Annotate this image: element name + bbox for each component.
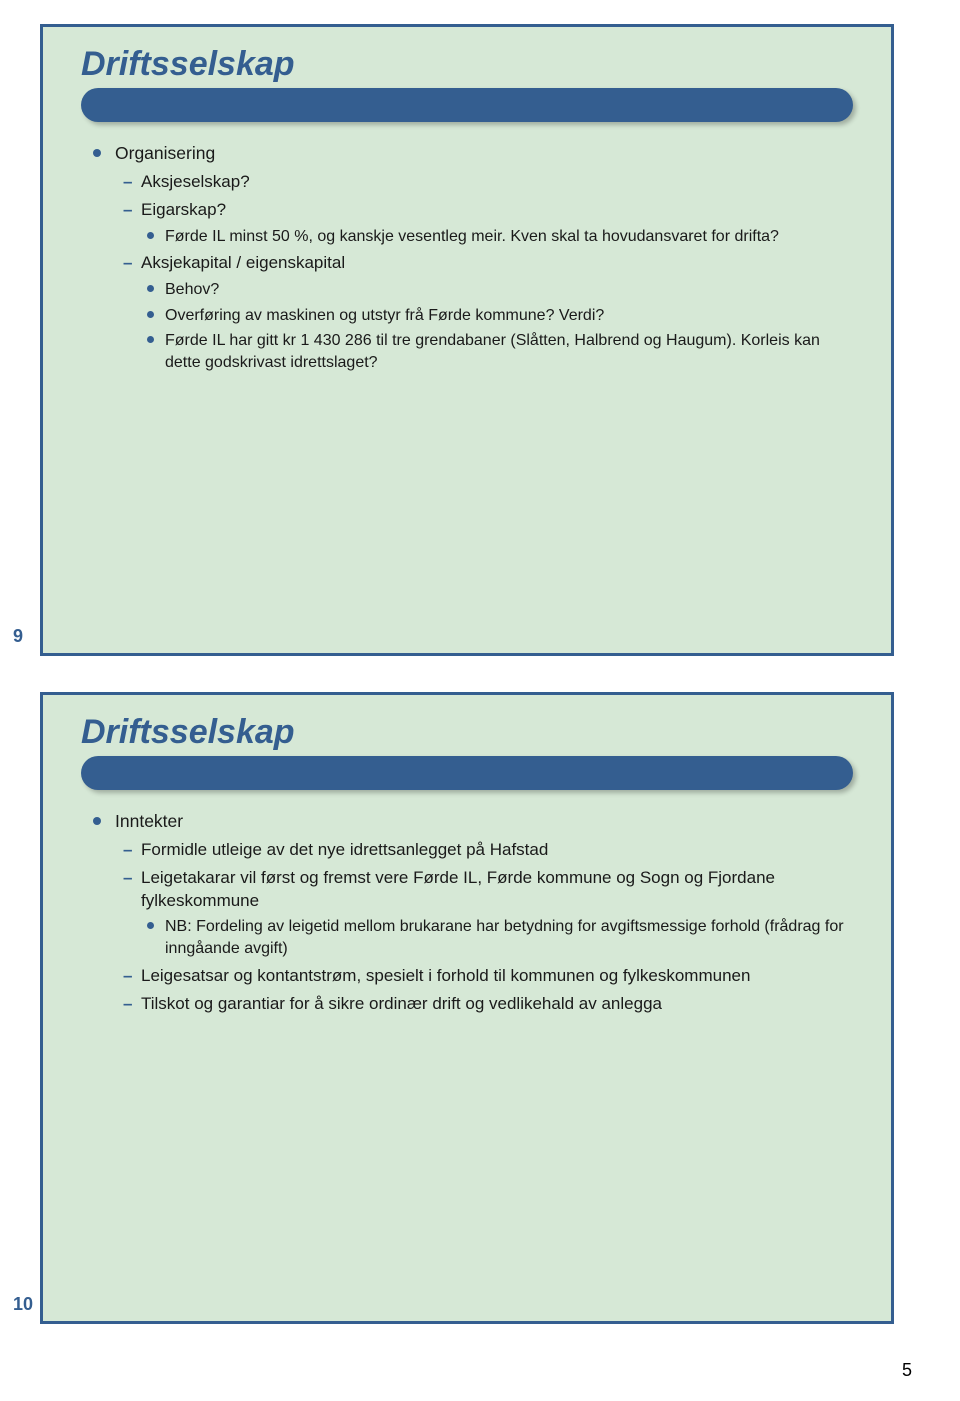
slide-number: 9 <box>13 626 23 647</box>
bullet-text: Tilskot og garantiar for å sikre ordinær… <box>141 994 662 1013</box>
bullet-lvl2: Leigetakarar vil først og fremst vere Fø… <box>123 867 853 960</box>
bullet-lvl1: Inntekter Formidle utleige av det nye id… <box>93 810 853 1016</box>
bullet-text: Organisering <box>115 143 215 163</box>
bullet-lvl2: Eigarskap? Førde IL minst 50 %, og kansk… <box>123 199 853 248</box>
bullet-text: Førde IL minst 50 %, og kanskje vesentle… <box>165 228 779 245</box>
bullet-lvl3: Behov? <box>147 279 853 301</box>
bullet-text: Behov? <box>165 281 219 298</box>
bullet-lvl2: Aksjeselskap? <box>123 171 853 194</box>
title-bar <box>81 756 853 790</box>
bullet-text: Leigetakarar vil først og fremst vere Fø… <box>141 868 775 910</box>
bullet-lvl2: Tilskot og garantiar for å sikre ordinær… <box>123 993 853 1016</box>
bullet-text: Overføring av maskinen og utstyr frå Før… <box>165 307 604 324</box>
bullet-lvl3: Førde IL minst 50 %, og kanskje vesentle… <box>147 226 853 248</box>
slide-content: Inntekter Formidle utleige av det nye id… <box>81 810 853 1016</box>
bullet-text: Formidle utleige av det nye idrettsanleg… <box>141 840 548 859</box>
bullet-lvl2: Aksjekapital / eigenskapital Behov? Over… <box>123 252 853 373</box>
slide-9: 9 Driftsselskap Organisering Aksjeselska… <box>40 24 894 656</box>
page-number: 5 <box>40 1360 920 1381</box>
bullet-text: NB: Fordeling av leigetid mellom brukara… <box>165 918 844 957</box>
slide-content: Organisering Aksjeselskap? Eigarskap? Fø… <box>81 142 853 373</box>
bullet-lvl2: Leigesatsar og kontantstrøm, spesielt i … <box>123 965 853 988</box>
slide-10: 10 Driftsselskap Inntekter Formidle utle… <box>40 692 894 1324</box>
bullet-lvl2: Formidle utleige av det nye idrettsanleg… <box>123 839 853 862</box>
slide-number: 10 <box>13 1294 33 1315</box>
bullet-text: Leigesatsar og kontantstrøm, spesielt i … <box>141 966 750 985</box>
slide-title: Driftsselskap <box>81 713 853 752</box>
bullet-text: Inntekter <box>115 811 183 831</box>
bullet-text: Aksjekapital / eigenskapital <box>141 253 345 272</box>
bullet-lvl3: NB: Fordeling av leigetid mellom brukara… <box>147 916 853 959</box>
bullet-lvl3: Førde IL har gitt kr 1 430 286 til tre g… <box>147 330 853 373</box>
slide-title: Driftsselskap <box>81 45 853 84</box>
bullet-text: Førde IL har gitt kr 1 430 286 til tre g… <box>165 332 820 371</box>
bullet-lvl1: Organisering Aksjeselskap? Eigarskap? Fø… <box>93 142 853 373</box>
bullet-text: Eigarskap? <box>141 200 226 219</box>
bullet-text: Aksjeselskap? <box>141 172 250 191</box>
bullet-lvl3: Overføring av maskinen og utstyr frå Før… <box>147 305 853 327</box>
title-bar <box>81 88 853 122</box>
